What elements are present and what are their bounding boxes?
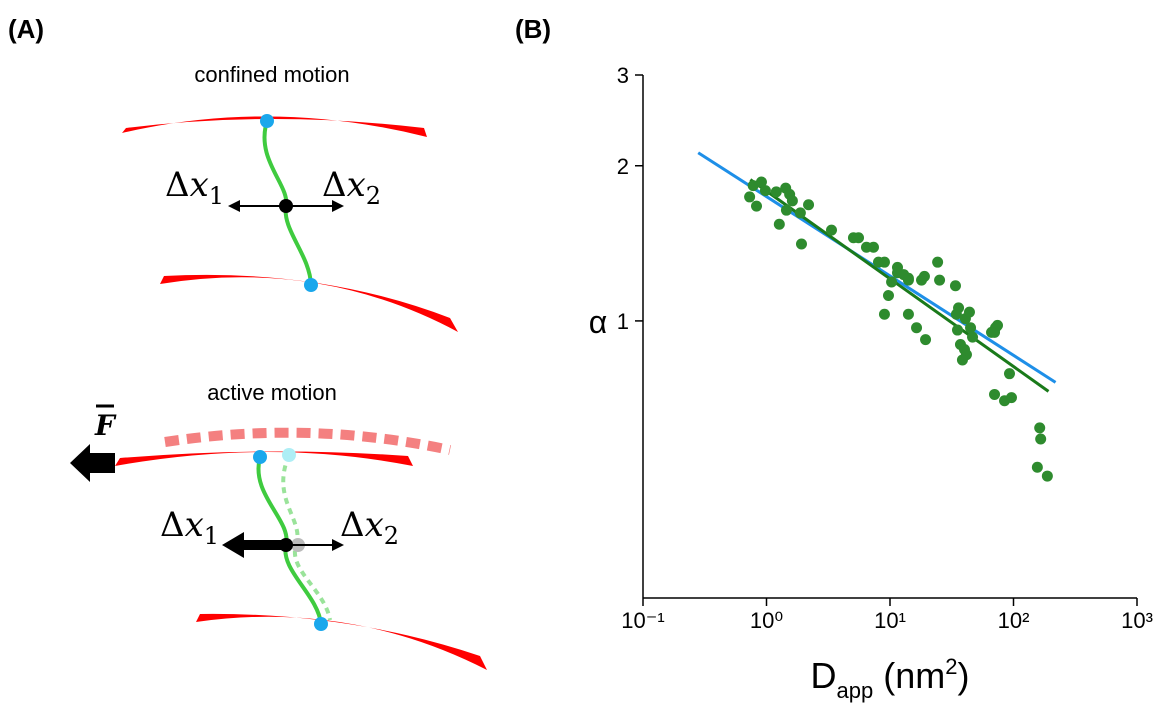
x: x xyxy=(365,505,384,545)
point xyxy=(1034,422,1046,434)
point xyxy=(770,186,782,198)
point xyxy=(886,276,898,288)
membrane xyxy=(122,116,427,137)
subscript: 2 xyxy=(366,182,381,210)
arrowhead xyxy=(228,200,344,212)
membrane xyxy=(115,451,413,466)
subscript: 1 xyxy=(209,182,224,210)
displacement-label: Δx2 xyxy=(322,165,381,210)
point xyxy=(878,256,890,268)
point xyxy=(786,195,798,207)
delta: Δ xyxy=(165,165,190,205)
membrane xyxy=(160,274,458,332)
panel-label: (A) xyxy=(8,14,44,44)
point xyxy=(773,218,785,230)
delta: Δ xyxy=(340,505,365,545)
point xyxy=(1031,461,1043,473)
arrowhead xyxy=(332,539,344,551)
membrane xyxy=(196,613,487,670)
x-tick-label: 10⁻¹ xyxy=(621,608,664,633)
point xyxy=(751,200,763,212)
label-main: D xyxy=(811,655,837,696)
thick-arrow xyxy=(222,532,286,558)
point xyxy=(902,272,914,284)
label-sub: app xyxy=(837,678,874,703)
y-axis-label: α xyxy=(589,304,608,340)
anchor xyxy=(314,617,328,631)
label-unit: (nm xyxy=(883,655,945,696)
x: x xyxy=(185,505,204,545)
anchor xyxy=(304,278,318,292)
displacement-label: Δx1 xyxy=(160,505,219,550)
point xyxy=(934,274,946,286)
x-tick-label: 10¹ xyxy=(874,608,906,633)
x: x xyxy=(190,165,209,205)
point xyxy=(956,354,968,366)
point xyxy=(744,191,756,203)
point xyxy=(747,180,759,192)
x-tick-label: 10³ xyxy=(1121,608,1153,633)
delta: Δ xyxy=(160,505,185,545)
point xyxy=(1035,433,1047,445)
point xyxy=(853,232,865,244)
delta: Δ xyxy=(322,165,347,205)
subscript: 1 xyxy=(204,522,219,550)
point xyxy=(965,322,977,334)
diagram-title: active motion xyxy=(207,380,337,405)
anchor-shifted xyxy=(282,448,296,462)
label-sup: 2 xyxy=(945,654,957,679)
displacement-label: Δx2 xyxy=(340,505,399,550)
point xyxy=(867,241,879,253)
point xyxy=(794,207,806,219)
point xyxy=(803,199,815,211)
point xyxy=(1003,368,1015,380)
point xyxy=(878,308,890,320)
point xyxy=(932,256,944,268)
point xyxy=(967,331,979,343)
label-close: ) xyxy=(957,655,969,696)
point xyxy=(826,224,838,236)
point xyxy=(963,306,975,318)
point xyxy=(1005,392,1017,404)
point xyxy=(780,204,792,216)
point xyxy=(989,388,1001,400)
diagram-title: confined motion xyxy=(194,62,349,87)
point xyxy=(986,326,998,338)
point xyxy=(882,290,894,302)
point xyxy=(951,324,963,336)
point xyxy=(949,280,961,292)
point xyxy=(759,185,771,197)
point xyxy=(755,176,767,188)
x-tick-label: 10⁰ xyxy=(750,608,783,633)
panel-label: (B) xyxy=(515,14,551,44)
y-tick-label: 1 xyxy=(617,309,629,334)
point xyxy=(795,238,807,250)
x: x xyxy=(347,165,366,205)
force-label: F xyxy=(94,409,117,442)
point xyxy=(920,334,932,346)
x-axis-label: Dapp (nm2) xyxy=(811,654,970,703)
fit-line xyxy=(749,178,1050,393)
y-tick-label: 2 xyxy=(617,154,629,179)
fit-line xyxy=(697,151,1057,384)
membrane-shifted xyxy=(164,427,452,455)
displacement-label: Δx1 xyxy=(165,165,224,210)
subscript: 2 xyxy=(384,522,399,550)
point xyxy=(902,308,914,320)
point xyxy=(953,302,965,314)
point xyxy=(918,270,930,282)
point xyxy=(911,322,923,334)
force-arrow xyxy=(70,444,115,482)
x-tick-label: 10² xyxy=(998,608,1030,633)
anchor xyxy=(253,450,267,464)
point xyxy=(1041,470,1053,482)
anchor xyxy=(260,114,274,128)
node xyxy=(279,538,293,552)
node xyxy=(279,199,293,213)
y-tick-label: 3 xyxy=(617,63,629,88)
